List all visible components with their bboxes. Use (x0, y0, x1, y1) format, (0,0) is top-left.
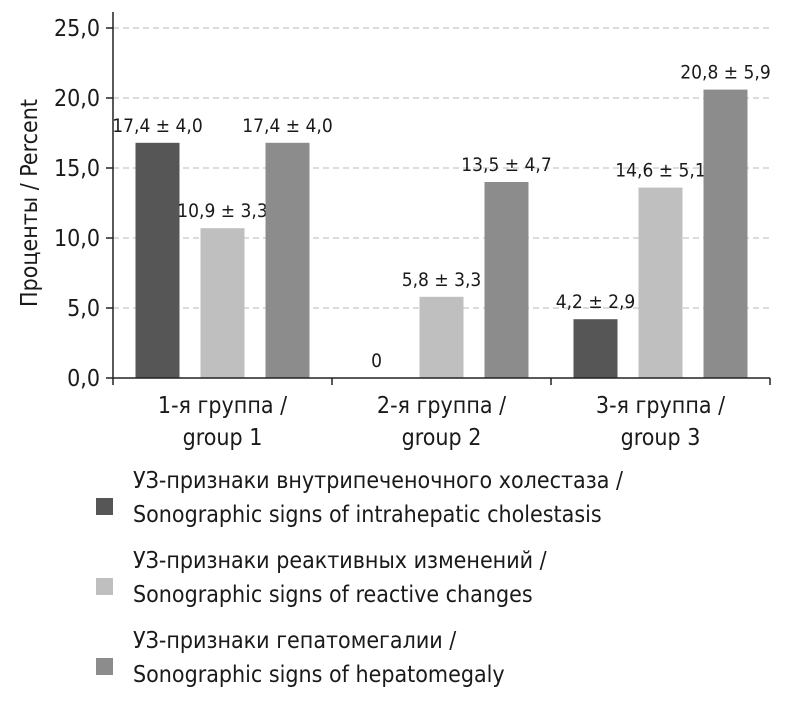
bar-value-label: 17,4 ± 4,0 (112, 115, 202, 137)
legend-label: УЗ-признаки внутрипеченочного холестаза … (133, 468, 623, 528)
bar-value-label: 13,5 ± 4,7 (461, 154, 551, 176)
y-tick-label: 25,0 (54, 16, 100, 42)
legend-item: УЗ-признаки реактивных изменений / Sonogr… (96, 540, 786, 616)
y-tick-label: 10,0 (54, 226, 100, 252)
bar (573, 319, 618, 378)
y-tick-label: 0,0 (67, 366, 100, 392)
bar (200, 228, 245, 378)
bar-value-label: 4,2 ± 2,9 (556, 291, 636, 313)
legend-swatch (96, 498, 113, 515)
x-tick-label: 2-я группа / group 2 (377, 393, 506, 451)
bar-value-label: 0 (371, 350, 382, 372)
y-tick-label: 15,0 (54, 156, 100, 182)
legend-item: УЗ-признаки гепатомегалии / Sonographic s… (96, 620, 786, 696)
y-axis-label: Проценты / Percent (17, 99, 43, 307)
bar (265, 142, 310, 378)
legend-swatch (96, 658, 113, 675)
bar-value-label: 14,6 ± 5,1 (615, 160, 705, 182)
bar (419, 296, 464, 378)
bar-chart: 17,4 ± 4,0 0 4,2 ± 2,9 10,9 ± 3,3 5,8 ± 3,3 1… (17, 12, 771, 451)
bar (484, 182, 529, 378)
y-tick-label: 5,0 (67, 296, 100, 322)
bar-value-label: 17,4 ± 4,0 (242, 115, 332, 137)
y-tick-label: 20,0 (54, 86, 100, 112)
bar (703, 89, 748, 378)
legend: УЗ-признаки внутрипеченочного холестаза … (96, 460, 786, 700)
axes: 0,0 5,0 10,0 15,0 20,0 25,0 1-я группа / group … (54, 12, 771, 451)
bar-value-label: 10,9 ± 3,3 (177, 200, 267, 222)
x-tick-label: 1-я группа / group 1 (158, 393, 287, 451)
legend-item: УЗ-признаки внутрипеченочного холестаза … (96, 460, 786, 536)
bar (135, 142, 180, 378)
bar-value-label: 5,8 ± 3,3 (402, 269, 482, 291)
bars: 17,4 ± 4,0 0 4,2 ± 2,9 10,9 ± 3,3 5,8 ± 3,3 1… (112, 62, 771, 378)
legend-swatch (96, 578, 113, 595)
legend-label: УЗ-признаки реактивных изменений / Sonogr… (133, 548, 547, 608)
x-tick-label: 3-я группа / group 3 (596, 393, 725, 451)
legend-label: УЗ-признаки гепатомегалии / Sonographic s… (133, 628, 505, 688)
bar (638, 187, 683, 378)
bar-value-label: 20,8 ± 5,9 (680, 62, 770, 84)
